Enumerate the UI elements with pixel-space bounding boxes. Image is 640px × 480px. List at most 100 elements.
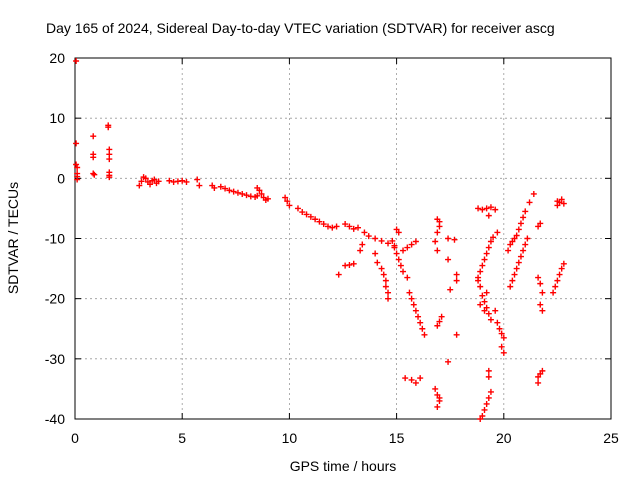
data-point: [520, 214, 527, 221]
data-point: [483, 205, 490, 212]
data-point: [412, 379, 419, 386]
series-arc-10: [393, 226, 419, 254]
data-point: [408, 376, 415, 383]
data-point: [481, 307, 488, 314]
series-arc-01: [136, 174, 162, 189]
data-point: [393, 250, 400, 257]
grid-lines: [75, 58, 611, 419]
data-point: [380, 271, 387, 278]
data-point: [436, 318, 443, 325]
data-point: [477, 301, 484, 308]
data-point: [475, 277, 482, 284]
data-point: [222, 185, 229, 192]
data-point: [434, 229, 441, 236]
data-point: [438, 313, 445, 320]
series-arc-21: [492, 307, 507, 356]
series-arc-15: [432, 385, 443, 410]
data-point: [421, 331, 428, 338]
series-arc-12: [402, 375, 424, 386]
data-point: [333, 223, 340, 230]
data-point: [282, 194, 289, 201]
data-point: [483, 250, 490, 257]
data-point: [539, 367, 546, 374]
data-point: [522, 208, 529, 215]
y-tick-label: 10: [49, 110, 65, 126]
data-point: [498, 330, 505, 337]
data-point: [284, 198, 291, 205]
data-point: [479, 206, 486, 213]
data-point: [453, 331, 460, 338]
data-point: [535, 223, 542, 230]
series-arc-13: [432, 216, 443, 254]
data-point: [372, 250, 379, 257]
data-point: [436, 223, 443, 230]
data-point: [194, 176, 201, 183]
data-point: [539, 307, 546, 314]
data-point: [485, 373, 492, 380]
data-point: [106, 156, 113, 163]
data-point: [483, 289, 490, 296]
data-point: [492, 307, 499, 314]
data-point: [385, 240, 392, 247]
data-point: [417, 375, 424, 382]
data-point: [105, 124, 112, 131]
data-point: [90, 133, 97, 140]
data-point: [479, 412, 486, 419]
data-point: [74, 164, 81, 171]
x-tick-label: 25: [603, 430, 619, 446]
data-point: [393, 226, 400, 233]
data-point: [299, 209, 306, 216]
data-point: [329, 224, 336, 231]
data-point: [554, 277, 561, 284]
series-arc-20: [477, 367, 494, 422]
data-point: [432, 238, 439, 245]
data-point: [517, 220, 524, 227]
data-point: [350, 260, 357, 267]
data-point: [517, 253, 524, 260]
data-point: [556, 271, 563, 278]
data-point: [73, 58, 80, 65]
data-point: [432, 385, 439, 392]
data-point: [535, 373, 542, 380]
data-point: [404, 244, 411, 251]
data-point: [498, 343, 505, 350]
axis-ticks: [74, 57, 612, 420]
data-point: [500, 334, 507, 341]
series-arc-11: [406, 289, 428, 338]
data-point: [550, 289, 557, 296]
data-point: [147, 181, 154, 188]
y-tick-label: 20: [49, 50, 65, 66]
data-point: [483, 400, 490, 407]
series-arc-25: [535, 367, 546, 386]
data-points: [73, 58, 567, 422]
series-early-scatter: [73, 58, 113, 183]
data-point: [374, 259, 381, 266]
data-point: [286, 202, 293, 209]
data-point: [106, 174, 113, 181]
series-arc-24: [535, 220, 546, 314]
data-point: [365, 233, 372, 240]
data-point: [552, 283, 559, 290]
data-point: [485, 212, 492, 219]
data-point: [558, 196, 565, 203]
series-arc-02: [166, 176, 218, 191]
data-point: [511, 271, 518, 278]
data-point: [487, 316, 494, 323]
data-point: [412, 238, 419, 245]
data-point: [378, 265, 385, 272]
y-tick-label: -20: [45, 291, 65, 307]
data-point: [316, 218, 323, 225]
x-axis-label: GPS time / hours: [290, 458, 397, 474]
data-point: [453, 277, 460, 284]
data-point: [320, 221, 327, 228]
data-point: [509, 238, 516, 245]
data-point: [179, 177, 186, 184]
x-tick-label: 20: [496, 430, 512, 446]
data-point: [264, 195, 271, 202]
chart-title: Day 165 of 2024, Sidereal Day-to-day VTE…: [46, 20, 555, 36]
data-point: [558, 265, 565, 272]
data-point: [445, 256, 452, 263]
data-point: [410, 301, 417, 308]
data-point: [400, 268, 407, 275]
